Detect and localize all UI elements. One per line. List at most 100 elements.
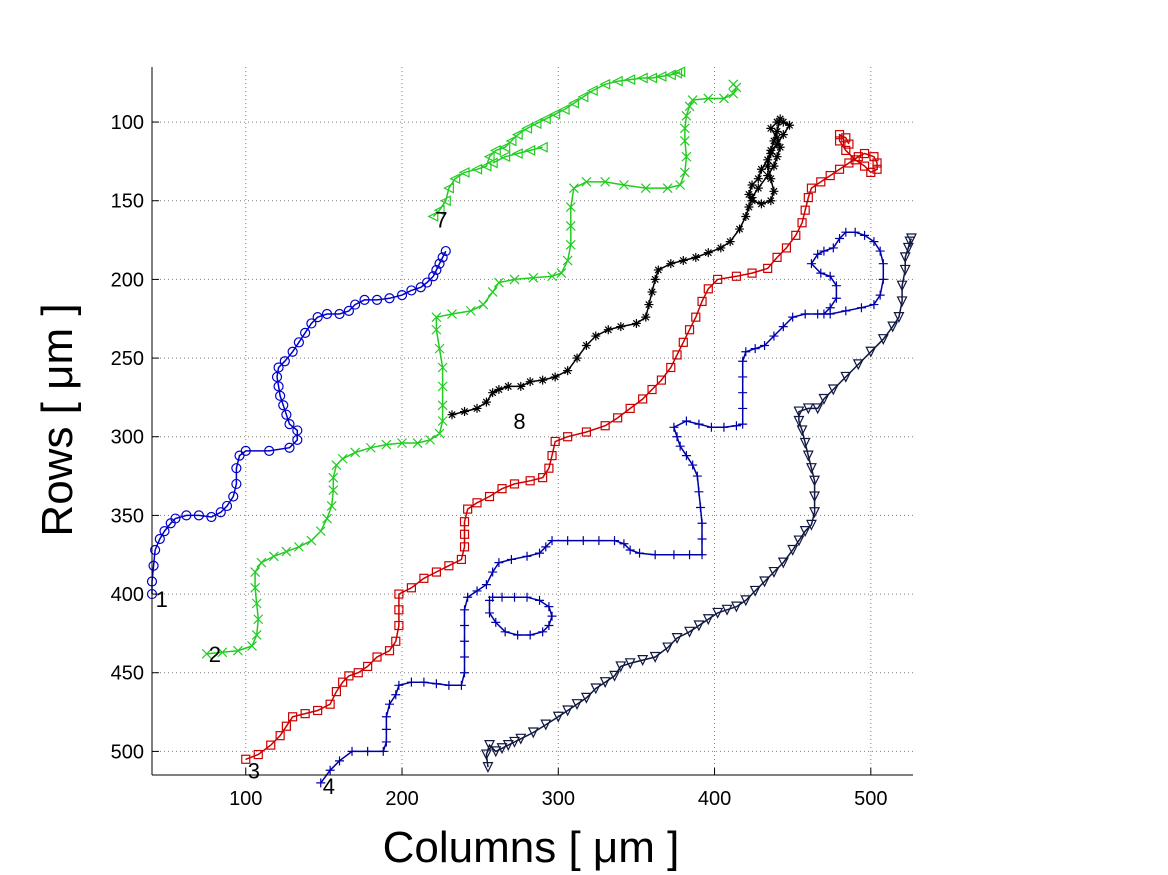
data-point [384, 646, 395, 656]
data-point [428, 271, 439, 282]
data-point [756, 164, 766, 174]
data-point [472, 498, 482, 508]
data-point [624, 74, 636, 86]
data-point [433, 204, 445, 216]
data-point [674, 66, 686, 78]
data-point [684, 101, 695, 112]
data-point [540, 719, 552, 731]
data-point [728, 88, 739, 99]
data-point [850, 227, 860, 237]
series-7 [427, 66, 686, 222]
data-point [893, 312, 905, 324]
data-point [444, 680, 454, 690]
data-point [347, 746, 357, 756]
data-point [293, 337, 304, 348]
data-point [321, 308, 333, 320]
track-label-8: 8 [513, 409, 525, 434]
data-point [460, 636, 470, 646]
data-point [363, 746, 373, 756]
data-point [496, 743, 508, 755]
data-point [738, 419, 748, 429]
data-point [487, 287, 498, 297]
data-point [460, 605, 470, 615]
data-point [818, 393, 830, 405]
data-point [672, 432, 682, 442]
data-point [193, 510, 204, 521]
data-point [769, 331, 779, 341]
series-4 [316, 227, 888, 788]
data-point [497, 592, 507, 602]
data-point [650, 550, 660, 560]
data-point [456, 554, 467, 565]
data-point [331, 687, 341, 697]
y-tick-label: 200 [111, 269, 144, 291]
data-point [491, 617, 501, 627]
data-point [385, 699, 395, 709]
data-point [471, 163, 483, 175]
data-point [565, 239, 576, 250]
data-point [799, 526, 811, 537]
data-point [447, 309, 457, 319]
data-point [615, 661, 627, 673]
series-line [151, 250, 447, 595]
data-point [425, 434, 436, 445]
y-tick-label: 450 [111, 663, 144, 685]
data-point [805, 463, 817, 475]
data-point [586, 85, 598, 97]
data-point [896, 296, 908, 308]
data-point [841, 306, 851, 316]
data-point [578, 536, 588, 546]
data-point [250, 582, 261, 593]
data-point [859, 148, 870, 159]
data-point [825, 170, 835, 181]
data-point [719, 422, 729, 432]
data-point [834, 164, 845, 174]
data-point [703, 284, 713, 294]
data-point [465, 305, 476, 316]
data-point [241, 754, 251, 764]
data-point [825, 303, 835, 313]
data-point [431, 679, 441, 689]
data-point [581, 176, 592, 187]
data-point [856, 303, 866, 313]
data-point [525, 630, 535, 640]
data-point [485, 608, 495, 618]
data-point [525, 377, 535, 387]
data-point [215, 507, 226, 518]
y-tick-label: 250 [111, 348, 144, 370]
data-point [460, 668, 470, 678]
data-point [703, 93, 714, 104]
data-point [728, 79, 739, 90]
data-point [394, 589, 404, 599]
data-point [300, 709, 310, 719]
data-point [647, 287, 657, 297]
series-8 [447, 114, 795, 420]
data-point [905, 233, 917, 245]
data-point [287, 346, 298, 357]
data-point [899, 252, 911, 264]
series-line [451, 118, 791, 416]
data-point [695, 503, 705, 513]
data-point [278, 400, 289, 411]
data-point [678, 337, 688, 347]
data-point [253, 614, 264, 625]
data-point [251, 630, 262, 640]
data-point [284, 419, 295, 430]
data-point [484, 740, 495, 751]
data-point [831, 293, 841, 303]
data-point [772, 252, 782, 262]
data-point [437, 362, 448, 373]
data-point [646, 72, 658, 84]
data-point [499, 151, 511, 163]
data-point [809, 491, 821, 503]
data-point [681, 110, 692, 121]
data-point [459, 529, 470, 539]
data-point [460, 621, 470, 631]
data-point [684, 626, 696, 638]
data-point [483, 151, 495, 163]
data-point [675, 180, 686, 190]
data-point [247, 641, 257, 651]
data-point [547, 271, 557, 282]
data-point [391, 690, 401, 700]
data-point [250, 567, 261, 577]
